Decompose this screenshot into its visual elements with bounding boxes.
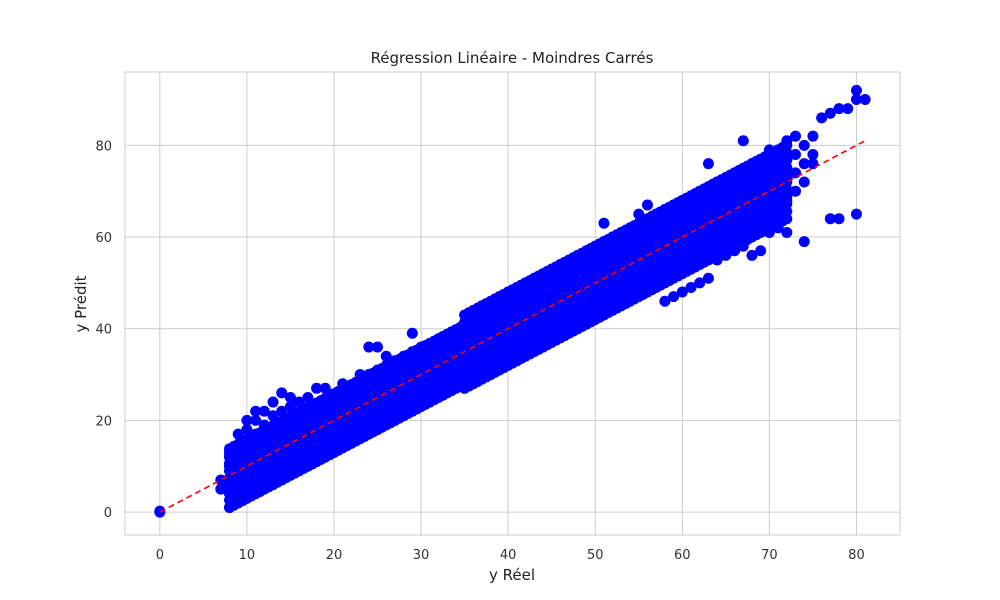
data-point bbox=[781, 226, 793, 238]
data-point bbox=[276, 387, 288, 399]
data-point bbox=[798, 236, 810, 248]
data-point bbox=[659, 295, 671, 307]
data-point bbox=[311, 382, 323, 394]
data-point bbox=[241, 414, 253, 426]
plot-frame bbox=[124, 71, 901, 536]
data-point bbox=[824, 213, 836, 225]
y-tick-label: 60 bbox=[95, 231, 112, 246]
data-point bbox=[258, 405, 270, 417]
data-point bbox=[781, 139, 793, 151]
data-point bbox=[668, 291, 680, 303]
x-tick-label: 70 bbox=[761, 548, 778, 563]
ideal-fit-line bbox=[159, 140, 866, 513]
data-point bbox=[737, 135, 749, 147]
data-point bbox=[807, 149, 819, 161]
data-point bbox=[250, 414, 262, 426]
x-tick-label: 60 bbox=[674, 548, 691, 563]
data-point bbox=[250, 405, 262, 417]
x-tick-label: 30 bbox=[413, 548, 430, 563]
data-point bbox=[833, 213, 845, 225]
x-tick-label: 20 bbox=[326, 548, 343, 563]
data-point bbox=[372, 341, 384, 353]
data-point bbox=[798, 158, 810, 170]
data-point bbox=[798, 176, 810, 188]
data-point bbox=[833, 103, 845, 115]
data-point bbox=[676, 286, 688, 298]
data-point bbox=[702, 158, 714, 170]
data-point bbox=[850, 208, 862, 220]
data-point bbox=[363, 341, 375, 353]
data-point bbox=[685, 281, 697, 293]
data-point bbox=[790, 130, 802, 142]
chart-title: Régression Linéaire - Moindres Carrés bbox=[371, 49, 654, 67]
data-point bbox=[641, 199, 653, 211]
data-point bbox=[816, 112, 828, 124]
data-point bbox=[284, 391, 296, 403]
x-tick-label: 0 bbox=[156, 548, 164, 563]
data-point bbox=[702, 272, 714, 284]
data-point bbox=[859, 94, 871, 106]
data-point bbox=[807, 130, 819, 142]
y-tick-labels: 0 20 40 60 80 bbox=[95, 139, 112, 521]
data-point bbox=[850, 84, 862, 96]
data-point bbox=[406, 327, 418, 339]
data-point bbox=[850, 94, 862, 106]
y-tick-label: 40 bbox=[95, 323, 112, 338]
data-point bbox=[755, 245, 767, 257]
y-tick-label: 20 bbox=[95, 414, 112, 429]
data-point bbox=[598, 217, 610, 229]
data-point bbox=[746, 249, 758, 261]
y-axis-label: y Prédit bbox=[72, 275, 90, 332]
x-tick-labels: 0 10 20 30 40 50 60 70 80 bbox=[156, 548, 865, 563]
data-point bbox=[842, 103, 854, 115]
x-axis-label: y Réel bbox=[489, 566, 535, 584]
y-tick-label: 80 bbox=[95, 139, 112, 154]
x-tick-label: 10 bbox=[239, 548, 256, 563]
data-point bbox=[267, 396, 279, 408]
data-point bbox=[824, 107, 836, 119]
data-point bbox=[798, 139, 810, 151]
ideal-line bbox=[159, 140, 866, 513]
x-tick-label: 80 bbox=[848, 548, 865, 563]
x-tick-label: 40 bbox=[500, 548, 517, 563]
data-point bbox=[790, 149, 802, 161]
data-points bbox=[154, 84, 871, 518]
y-tick-label: 0 bbox=[104, 506, 112, 521]
x-tick-label: 50 bbox=[587, 548, 604, 563]
data-point bbox=[694, 277, 706, 289]
data-point bbox=[790, 185, 802, 197]
